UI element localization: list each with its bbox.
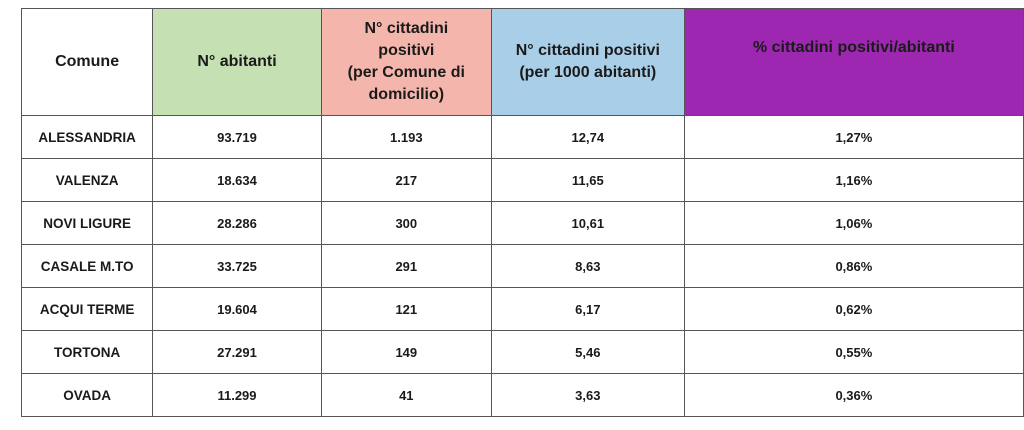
- cell-per-1000: 5,46: [490, 330, 685, 374]
- cell-abitanti: 28.286: [152, 201, 322, 245]
- header-line: N° cittadini positivi: [515, 42, 660, 59]
- cell-per-1000: 11,65: [490, 158, 685, 202]
- cell-positivi: 291: [320, 244, 492, 288]
- cell-comune: TORTONA: [20, 330, 154, 374]
- positive-citizens-table: Comune N° abitanti N° cittadini positivi…: [20, 8, 1024, 417]
- cell-abitanti: 93.719: [152, 115, 322, 159]
- table-row: TORTONA 27.291 149 5,46 0,55%: [20, 330, 1024, 374]
- header-positivi-per-1000: N° cittadini positivi (per 1000 abitanti…: [490, 8, 685, 116]
- header-line: N° abitanti: [197, 53, 277, 70]
- cell-comune: ALESSANDRIA: [20, 115, 154, 159]
- cell-percentuale: 1,27%: [683, 115, 1024, 159]
- header-line: positivi: [378, 42, 435, 59]
- table-row: NOVI LIGURE 28.286 300 10,61 1,06%: [20, 201, 1024, 245]
- header-abitanti: N° abitanti: [152, 8, 322, 116]
- header-line: domicilio): [368, 86, 445, 103]
- cell-comune: CASALE M.TO: [20, 244, 154, 288]
- cell-positivi: 300: [320, 201, 492, 245]
- header-line: (per 1000 abitanti): [519, 64, 657, 81]
- cell-positivi: 149: [320, 330, 492, 374]
- cell-percentuale: 0,36%: [683, 373, 1024, 417]
- table-row: CASALE M.TO 33.725 291 8,63 0,86%: [20, 244, 1024, 288]
- header-row: Comune N° abitanti N° cittadini positivi…: [20, 8, 1024, 116]
- header-line: N° cittadini: [364, 20, 449, 37]
- cell-abitanti: 18.634: [152, 158, 322, 202]
- cell-per-1000: 3,63: [490, 373, 685, 417]
- cell-per-1000: 6,17: [490, 287, 685, 331]
- cell-abitanti: 27.291: [152, 330, 322, 374]
- header-line: Comune: [55, 53, 120, 70]
- header-comune: Comune: [20, 8, 154, 116]
- cell-abitanti: 11.299: [152, 373, 322, 417]
- cell-comune: VALENZA: [20, 158, 154, 202]
- cell-per-1000: 12,74: [490, 115, 685, 159]
- table-row: VALENZA 18.634 217 11,65 1,16%: [20, 158, 1024, 202]
- cell-abitanti: 33.725: [152, 244, 322, 288]
- table-row: OVADA 11.299 41 3,63 0,36%: [20, 373, 1024, 417]
- cell-positivi: 41: [320, 373, 492, 417]
- cell-comune: NOVI LIGURE: [20, 201, 154, 245]
- cell-percentuale: 1,06%: [683, 201, 1024, 245]
- header-cittadini-positivi: N° cittadini positivi (per Comune di dom…: [320, 8, 492, 116]
- cell-per-1000: 8,63: [490, 244, 685, 288]
- cell-percentuale: 1,16%: [683, 158, 1024, 202]
- header-line: % cittadini positivi/abitanti: [752, 39, 955, 56]
- cell-positivi: 1.193: [320, 115, 492, 159]
- header-line: (per Comune di: [347, 64, 465, 81]
- cell-comune: OVADA: [20, 373, 154, 417]
- header-percentuale: % cittadini positivi/abitanti: [683, 8, 1024, 116]
- cell-per-1000: 10,61: [490, 201, 685, 245]
- cell-percentuale: 0,55%: [683, 330, 1024, 374]
- table-row: ACQUI TERME 19.604 121 6,17 0,62%: [20, 287, 1024, 331]
- cell-percentuale: 0,62%: [683, 287, 1024, 331]
- table-container: Comune N° abitanti N° cittadini positivi…: [20, 8, 1024, 417]
- cell-positivi: 217: [320, 158, 492, 202]
- cell-comune: ACQUI TERME: [20, 287, 154, 331]
- table-row: ALESSANDRIA 93.719 1.193 12,74 1,27%: [20, 115, 1024, 159]
- cell-percentuale: 0,86%: [683, 244, 1024, 288]
- cell-abitanti: 19.604: [152, 287, 322, 331]
- cell-positivi: 121: [320, 287, 492, 331]
